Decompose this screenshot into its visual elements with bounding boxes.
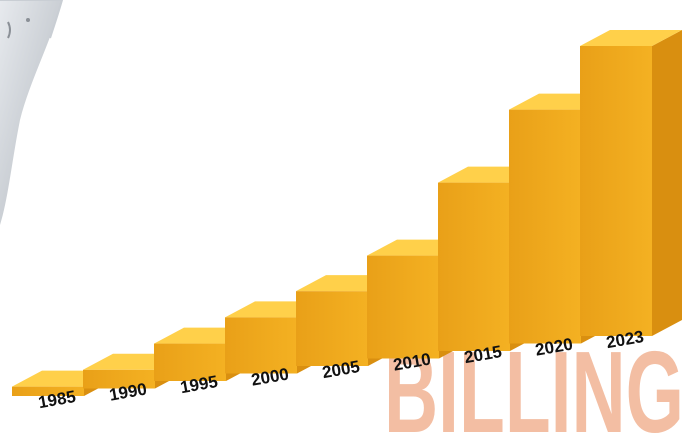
bar-front-face: [509, 109, 581, 344]
bar-2023: [580, 30, 682, 336]
bar-front-face: [225, 317, 297, 374]
bar-front-face: [367, 255, 439, 359]
bar-front-face: [12, 386, 84, 396]
bar-front-face: [580, 46, 652, 336]
bar-front-face: [154, 343, 226, 381]
bar-front-face: [438, 182, 510, 351]
bar-front-face: [83, 369, 155, 389]
bar-top-face: [580, 30, 682, 46]
bar-front-face: [296, 291, 368, 366]
device-corner-image: [0, 0, 64, 225]
bar-side-face: [652, 30, 682, 336]
bars-group: [12, 30, 682, 396]
